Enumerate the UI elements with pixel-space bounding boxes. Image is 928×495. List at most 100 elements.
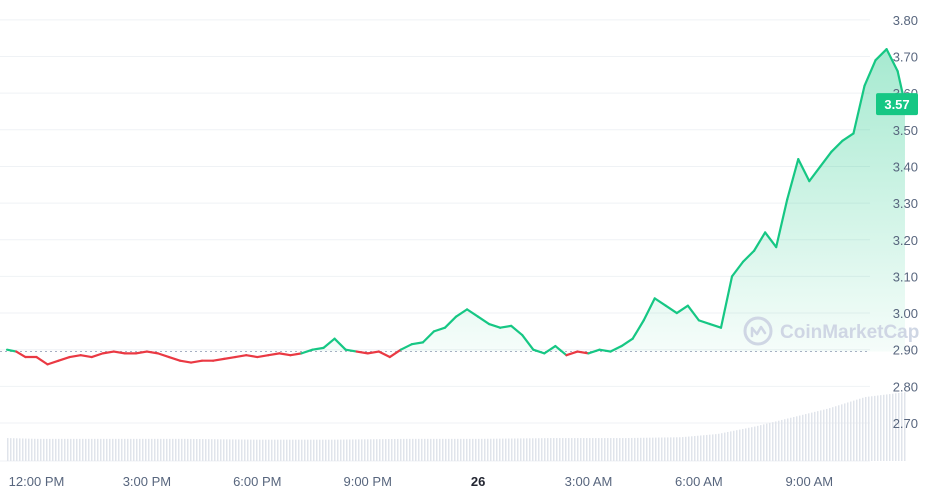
volume-bar — [70, 438, 72, 461]
volume-bar — [340, 439, 342, 461]
volume-bar — [859, 398, 861, 461]
volume-bar — [253, 439, 255, 461]
volume-bar — [775, 421, 777, 461]
volume-bar — [865, 396, 867, 461]
volume-bar — [850, 401, 852, 461]
volume-bar — [487, 438, 489, 461]
volume-bar — [646, 437, 648, 461]
watermark: CoinMarketCap — [743, 316, 919, 346]
price-line-segment — [145, 350, 160, 355]
y-axis-ticks: 2.702.802.903.003.103.203.303.403.503.60… — [893, 13, 918, 431]
volume-bar — [670, 437, 672, 461]
volume-bar — [547, 438, 549, 461]
volume-bar — [691, 436, 693, 461]
price-line-segment — [852, 84, 866, 135]
volume-bar — [325, 439, 327, 461]
volume-bar — [673, 437, 675, 461]
x-tick-label: 6:00 AM — [675, 474, 723, 489]
price-line-segment — [57, 355, 71, 362]
y-tick-label: 3.40 — [893, 159, 918, 174]
volume-bar — [592, 438, 594, 461]
volume-bar — [328, 439, 330, 461]
volume-bar — [25, 438, 27, 461]
volume-bar — [397, 438, 399, 461]
price-line-segment — [399, 343, 413, 351]
volume-bar — [334, 439, 336, 461]
volume-bar — [880, 395, 882, 461]
volume-bar — [412, 438, 414, 461]
price-line-segment — [234, 354, 248, 359]
price-line-segment — [521, 333, 535, 351]
coinmarketcap-logo-icon — [743, 316, 773, 346]
volume-bar — [367, 439, 369, 461]
price-line-segment — [576, 350, 590, 355]
volume-bar — [34, 438, 36, 461]
price-line-segment — [863, 59, 877, 87]
price-line-segment — [808, 165, 822, 183]
price-line-segment — [35, 355, 49, 366]
volume-bar — [724, 432, 726, 461]
volume-bar — [262, 439, 264, 461]
volume-bar — [394, 438, 396, 461]
price-line-segment — [377, 350, 391, 359]
volume-bar — [148, 438, 150, 461]
volume-bar — [541, 438, 543, 461]
volume-bar — [127, 438, 129, 461]
volume-bar — [733, 430, 735, 461]
price-line-segment — [477, 315, 491, 326]
price-line-segment — [532, 348, 546, 355]
volume-bar — [199, 439, 201, 461]
price-line-segment — [642, 297, 656, 322]
volume-bar — [769, 422, 771, 461]
price-line-segment — [797, 158, 811, 183]
price-line-segment — [686, 304, 701, 322]
volume-bar — [259, 439, 261, 461]
price-line-segment — [488, 322, 502, 329]
volume-bar — [679, 437, 681, 461]
volume-bar — [196, 438, 198, 461]
volume-bar — [178, 438, 180, 461]
volume-bar — [529, 438, 531, 461]
volume-bar — [82, 438, 84, 461]
volume-bar — [142, 438, 144, 461]
volume-bar — [493, 438, 495, 461]
volume-bar — [31, 438, 33, 461]
volume-bar — [739, 429, 741, 461]
y-tick-label: 3.00 — [893, 306, 918, 321]
volume-bar — [268, 439, 270, 461]
volume-bar — [484, 438, 486, 461]
volume-bar — [37, 438, 39, 461]
volume-bar — [631, 437, 633, 461]
volume-bar — [496, 438, 498, 461]
volume-bar — [112, 438, 114, 461]
price-line-segment — [543, 344, 557, 355]
price-line-segment — [245, 354, 259, 359]
volume-bar — [595, 438, 597, 461]
price-line-segment — [68, 354, 82, 359]
volume-bar — [409, 438, 411, 461]
price-line-segment — [664, 304, 678, 315]
price-line-segment — [421, 330, 436, 344]
volume-bar — [229, 439, 231, 461]
volume-bar — [415, 438, 417, 461]
volume-bar — [436, 438, 438, 461]
y-tick-label: 3.30 — [893, 196, 918, 211]
volume-bar — [550, 438, 552, 461]
watermark-text: CoinMarketCap — [780, 322, 919, 343]
volume-bar — [124, 438, 126, 461]
volume-bar — [136, 438, 138, 461]
price-line — [5, 48, 907, 366]
price-line-segment — [15, 350, 27, 359]
volume-bar — [526, 438, 528, 461]
price-line-segment — [775, 198, 789, 249]
volume-bar — [637, 437, 639, 461]
volume-bar — [424, 438, 426, 461]
volume-bar — [853, 400, 855, 461]
volume-bar — [277, 439, 279, 461]
volume-bar — [406, 438, 408, 461]
volume-bar — [505, 438, 507, 461]
volume-bar — [202, 439, 204, 461]
grid-lines — [0, 19, 870, 462]
volume-bar — [61, 438, 63, 461]
volume-bar — [784, 419, 786, 461]
